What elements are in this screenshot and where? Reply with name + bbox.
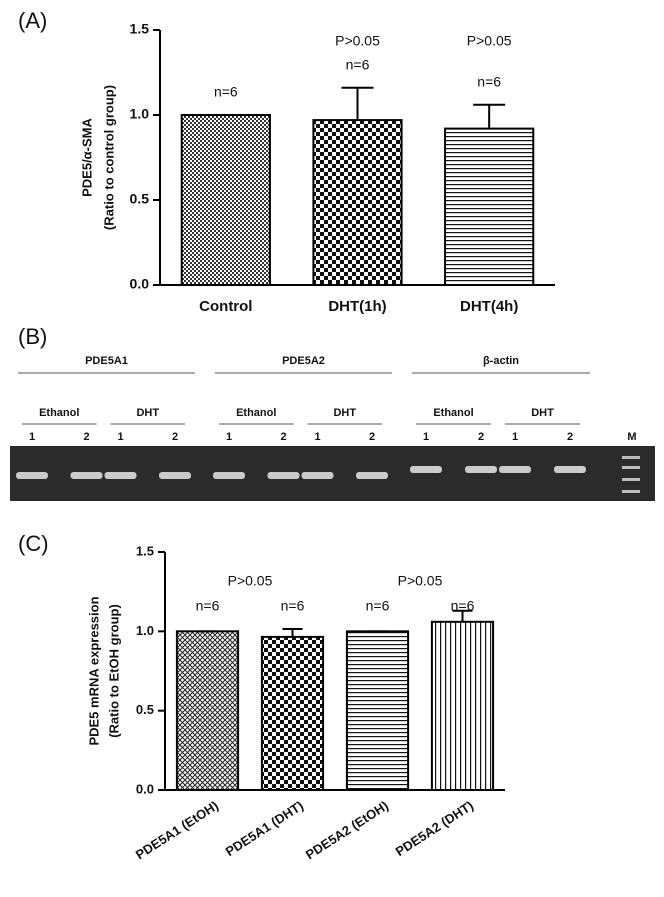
y-tick-label: 1.0	[130, 106, 150, 122]
gel-annotations: PDE5A1 Ethanol 1 2 DHT 1 2 PDE5A2 Ethanol 1 2 DHT 1 2…	[16, 355, 640, 493]
x-tick-label: Control	[199, 298, 252, 315]
x-tick-label: PDE5A2 (EtOH)	[303, 798, 391, 863]
p-label: P>0.05	[398, 573, 443, 589]
error-bar	[282, 627, 303, 637]
y-tick-label: 1.0	[136, 623, 154, 638]
p-label: P>0.05	[335, 33, 380, 49]
panel-label: (B)	[18, 324, 47, 349]
y-axis-label: PDE5/α-SMA	[79, 117, 94, 196]
lane-label: 1	[29, 431, 35, 443]
gel-band	[554, 466, 586, 473]
axes	[159, 30, 555, 286]
gel-band	[159, 472, 191, 479]
n-label: n=6	[366, 598, 390, 614]
bar	[312, 119, 403, 286]
bar	[345, 630, 410, 791]
error-bar	[473, 103, 506, 129]
n-label: n=6	[477, 74, 501, 90]
marker-band	[622, 490, 640, 493]
gel-band	[213, 472, 245, 479]
n-label: n=6	[281, 598, 305, 614]
condition-label: Ethanol	[39, 407, 79, 419]
lane-label: 1	[423, 431, 429, 443]
condition-label: DHT	[136, 407, 159, 419]
y-tick-label: 0.5	[130, 191, 150, 207]
lane-label: 2	[567, 431, 573, 443]
y-tick-label: 0.0	[136, 781, 154, 796]
error-bar	[341, 86, 374, 121]
x-tick-label: DHT(1h)	[328, 298, 386, 315]
n-label: n=6	[451, 598, 475, 614]
gel-band	[267, 472, 300, 479]
bar	[444, 127, 535, 286]
marker-band	[622, 478, 640, 481]
bar	[430, 620, 495, 792]
n-label: n=6	[346, 57, 370, 73]
condition-label: DHT	[333, 407, 356, 419]
gel-band	[70, 472, 103, 479]
group-label: PDE5A2	[282, 355, 325, 367]
y-axis-label: PDE5 mRNA expression	[86, 596, 101, 745]
panel-label: (A)	[18, 8, 47, 33]
marker-band	[622, 456, 640, 459]
group-label: PDE5A1	[85, 355, 128, 367]
x-tick-label: PDE5A1 (DHT)	[223, 798, 306, 859]
gel-band	[465, 466, 497, 473]
x-tick-label: PDE5A2 (DHT)	[393, 798, 476, 859]
lane-label: 2	[280, 431, 286, 443]
p-label: P>0.05	[228, 573, 273, 589]
bar	[180, 114, 271, 286]
gel-band	[301, 472, 334, 479]
lane-label: 1	[117, 431, 123, 443]
error-bar	[452, 609, 473, 622]
lane-label: 2	[369, 431, 375, 443]
y-tick-label: 0.5	[136, 702, 154, 717]
y-axis-label: (Ratio to EtOH group)	[106, 604, 121, 738]
gel-band	[499, 466, 531, 473]
axes	[164, 552, 505, 791]
x-tick-label: PDE5A1 (EtOH)	[133, 798, 221, 863]
gel-band	[410, 466, 442, 473]
gel-band	[16, 472, 48, 479]
panel-label: (C)	[18, 531, 49, 556]
n-label: n=6	[214, 84, 238, 100]
marker-band	[622, 466, 640, 469]
bar	[260, 635, 325, 791]
gel-band	[356, 472, 388, 479]
y-tick-label: 1.5	[130, 21, 150, 37]
lane-label: 2	[172, 431, 178, 443]
y-axis-label: (Ratio to control group)	[101, 85, 116, 230]
x-tick-label: DHT(4h)	[460, 298, 518, 315]
group-label: β-actin	[483, 355, 519, 367]
p-label: P>0.05	[467, 33, 512, 49]
condition-label: Ethanol	[433, 407, 473, 419]
lane-label: 1	[314, 431, 320, 443]
condition-label: Ethanol	[236, 407, 276, 419]
bar	[175, 630, 240, 791]
lane-label: 1	[512, 431, 518, 443]
lane-label: 2	[478, 431, 484, 443]
n-label: n=6	[196, 598, 220, 614]
y-tick-label: 1.5	[136, 543, 154, 558]
condition-label: DHT	[531, 407, 554, 419]
y-tick-label: 0.0	[130, 276, 150, 292]
lane-label: 2	[83, 431, 89, 443]
marker-label: M	[627, 431, 636, 443]
lane-label: 1	[226, 431, 232, 443]
gel-band	[104, 472, 137, 479]
